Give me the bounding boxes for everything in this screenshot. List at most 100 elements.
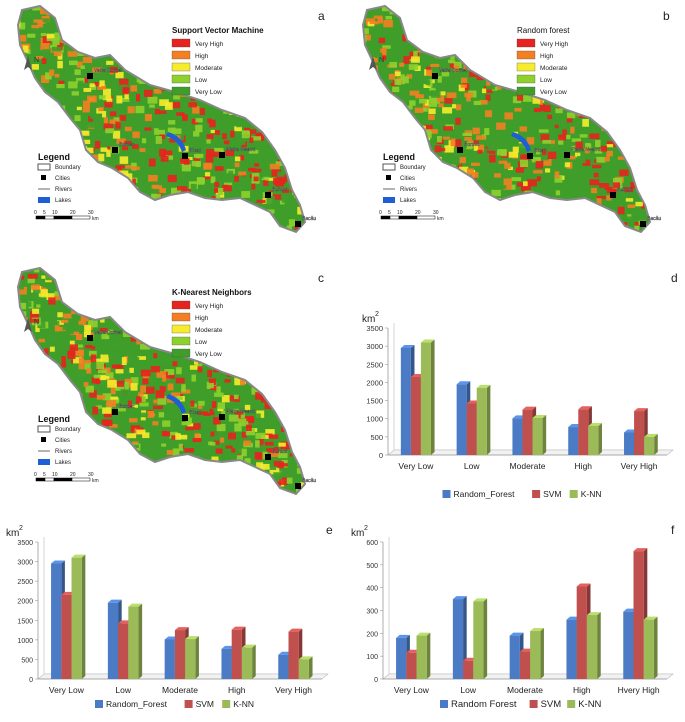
class-label: Very Low [540, 89, 567, 96]
x-tick-label: Moderate [507, 685, 543, 695]
legend-item-label: Lakes [55, 460, 71, 466]
legend-swatch [442, 490, 451, 498]
chart-panel-e: e km 2 0 500 1000 1500 2000 2500 3000 3500 Very Low… [0, 520, 340, 717]
class-label: Low [195, 339, 207, 346]
scale-unit: km [92, 478, 99, 484]
panel-letter: a [318, 9, 325, 23]
bar-k-nn [530, 628, 544, 679]
scale-label: 20 [70, 210, 76, 216]
y-tick-label: 2000 [17, 599, 33, 606]
y-tick-label: 3500 [366, 324, 383, 333]
class-swatch [171, 300, 191, 310]
city-marker [219, 152, 225, 158]
city-marker [182, 153, 188, 159]
city-marker [295, 221, 301, 227]
scale-label: 0 [379, 210, 382, 216]
legend-swatch [184, 700, 193, 708]
scale-label: 20 [415, 210, 421, 216]
city-label: Bacău [302, 478, 316, 484]
scale-label: 10 [52, 472, 58, 478]
legend-title: Legend [38, 414, 70, 424]
x-tick-label: High [575, 461, 593, 471]
legend-title: Legend [383, 152, 415, 162]
bar-k-nn [128, 603, 143, 679]
city-label: Buhusi [272, 187, 287, 193]
x-tick-label: Moderate [510, 461, 546, 471]
city-marker [527, 153, 533, 159]
y-tick-label: 3500 [17, 540, 33, 547]
city-marker [219, 414, 225, 420]
bar-k-nn [473, 598, 488, 679]
legend-lake-symbol [38, 197, 50, 203]
bar-k-nn [298, 656, 313, 679]
city-label: Buhusi [272, 449, 287, 455]
legend-item-label: Cities [55, 176, 70, 182]
bar-random-forest [452, 596, 467, 679]
city-marker [295, 483, 301, 489]
lake-b [511, 132, 531, 152]
class-label: Moderate [540, 65, 568, 72]
legend-item-label: Boundary [400, 165, 426, 171]
city-label: Vatra Dornei [94, 330, 122, 336]
chart-f: f km 2 0 100 200 300 400 500 600 Very Low Low Modera… [351, 523, 675, 710]
class-label: Low [195, 77, 207, 84]
bar-k-nn [643, 616, 658, 679]
city-label: Bicaz [189, 148, 202, 154]
class-swatch [516, 62, 536, 72]
panel-letter: f [671, 523, 675, 537]
y-tick-label: 0 [374, 677, 378, 684]
bar-k-nn [644, 433, 658, 455]
legend-city-symbol [386, 175, 391, 180]
city-label: Borsec [119, 404, 135, 410]
x-tick-label: Hvery High [618, 685, 660, 695]
x-tick-label: Very Low [398, 461, 434, 471]
legend-lake-symbol [38, 459, 50, 465]
panel-letter: b [663, 9, 670, 23]
chart-d: d km 2 0 500 1000 1500 2000 2500 3000 3500 Very Low… [362, 271, 678, 499]
y-axis-label-superscript: 2 [19, 525, 23, 532]
x-tick-label: Low [464, 461, 480, 471]
city-marker [564, 152, 570, 158]
legend-city-symbol [41, 175, 46, 180]
legend-swatch [222, 700, 231, 708]
chart-e: e km 2 0 500 1000 1500 2000 2500 3000 3500 Very Low… [6, 523, 333, 709]
x-tick-label: Low [460, 685, 476, 695]
map-title: Support Vector Machine [172, 26, 264, 35]
class-label: Moderate [195, 327, 223, 334]
class-label: High [195, 315, 209, 322]
bar-k-nn [588, 422, 602, 455]
legend-swatch [569, 490, 578, 498]
legend-swatch [532, 490, 541, 498]
x-tick-label: Moderate [162, 685, 198, 695]
class-label: Moderate [195, 65, 223, 72]
class-swatch [171, 62, 191, 72]
city-label: Buhusi [617, 187, 632, 193]
map-title: K-Nearest Neighbors [172, 288, 252, 297]
city-label: Borsec [464, 142, 480, 148]
x-tick-label: High [573, 685, 591, 695]
scale-unit: km [437, 216, 444, 222]
y-tick-label: 3000 [366, 342, 383, 351]
y-tick-label: 2500 [17, 579, 33, 586]
y-tick-label: 3000 [17, 560, 33, 567]
y-tick-label: 100 [366, 654, 378, 661]
legend-swatch [440, 700, 448, 708]
scale-label: 30 [433, 210, 439, 216]
scale-label: 5 [388, 210, 391, 216]
map-title: Random forest [517, 26, 570, 35]
y-tick-label: 500 [366, 563, 378, 570]
map-panel-c: Vatra Dornei Borsec Bicaz Piatra Neamt Buhus… [0, 262, 340, 502]
bar-k-nn [241, 644, 256, 679]
boundary-c [16, 266, 307, 496]
city-marker [432, 73, 438, 79]
legend-item-label: Rivers [55, 187, 72, 193]
y-tick-label: 1000 [366, 415, 383, 424]
y-axis-label: km [6, 528, 19, 539]
legend-boundary-symbol [37, 425, 51, 433]
legend-swatch [567, 700, 576, 708]
class-label: High [540, 53, 554, 60]
city-marker [610, 192, 616, 198]
x-tick-label: Very High [621, 461, 658, 471]
class-label: Very Low [195, 89, 222, 96]
scale-label: 0 [34, 472, 37, 478]
